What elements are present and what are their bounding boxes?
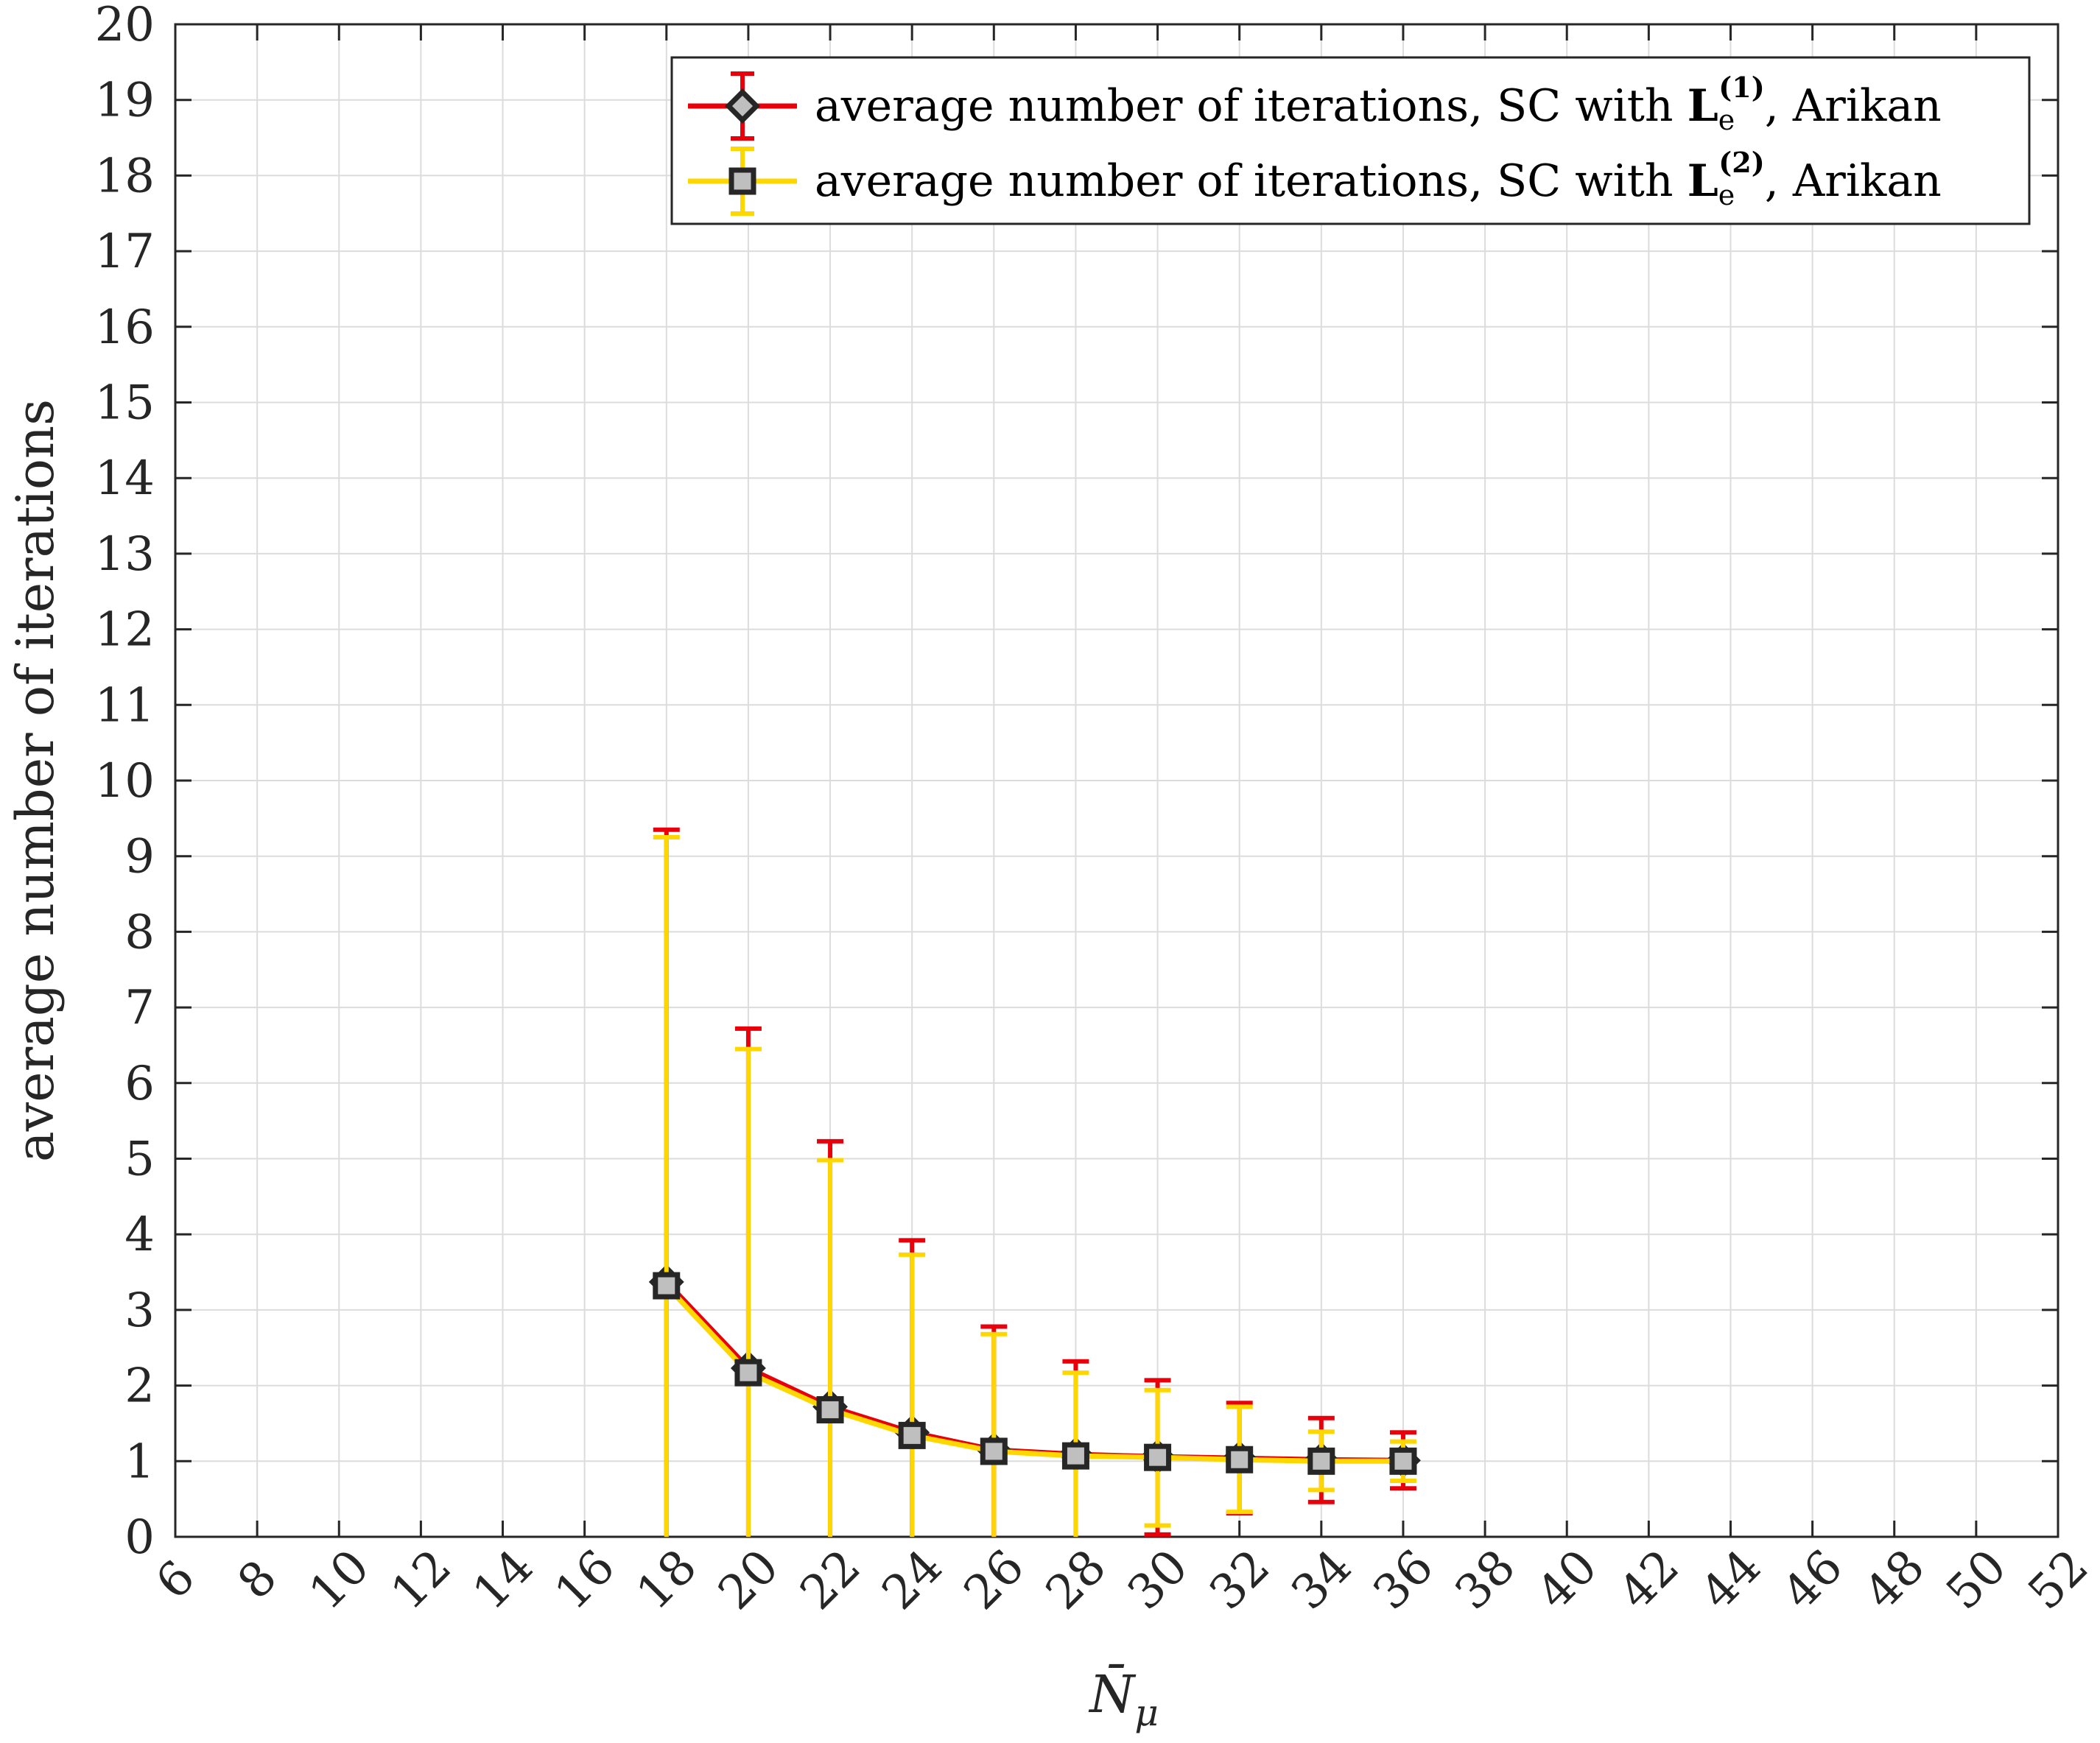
series-2-marker (1389, 1447, 1417, 1475)
y-tick-label: 20 (95, 0, 155, 52)
legend-label-subscript: e (1718, 104, 1735, 136)
series-2-marker (898, 1421, 926, 1449)
legend-label-text: average number of iterations, SC with (815, 155, 1688, 207)
legend-marker (725, 88, 760, 124)
series-2 (653, 835, 1417, 1537)
series-2-marker (1226, 1446, 1254, 1473)
y-tick-label: 4 (124, 1208, 155, 1262)
legend-label-symbol: L (1688, 80, 1718, 132)
legend-label-text: average number of iterations, SC with (815, 80, 1688, 132)
legend-label-suffix: , Arikan (1765, 155, 1942, 207)
legend: average number of iterations, SC with Le… (670, 56, 2031, 225)
y-tick-label: 2 (124, 1359, 155, 1414)
series-2-marker (653, 1272, 681, 1300)
x-axis-label: N̄μ (1088, 1663, 1159, 1734)
series-2-marker (980, 1437, 1008, 1465)
y-tick-label: 12 (95, 603, 155, 658)
legend-item-2: average number of iterations, SC with Le… (688, 146, 1942, 216)
y-tick-label: 8 (124, 905, 155, 959)
grid (175, 24, 2059, 1538)
series-2-marker (734, 1359, 762, 1387)
y-tick-label: 9 (124, 830, 155, 884)
legend-label-subscript: e (1718, 179, 1735, 211)
series-2-marker (1144, 1443, 1172, 1471)
legend-box (670, 56, 2031, 225)
y-tick-label: 1 (124, 1434, 155, 1489)
y-tick-label: 7 (124, 981, 155, 1035)
y-tick-label: 18 (95, 149, 155, 203)
y-tick-label: 15 (95, 376, 155, 431)
series-2-marker (1307, 1447, 1335, 1475)
legend-marker (728, 167, 756, 195)
series-2-marker (1061, 1442, 1089, 1470)
legend-label: average number of iterations, SC with Le… (815, 146, 1942, 211)
y-tick-label: 19 (95, 74, 155, 128)
y-tick-label: 5 (124, 1133, 155, 1187)
y-tick-label: 3 (124, 1284, 155, 1338)
y-tick-label: 14 (95, 451, 155, 506)
y-axis-label: average number of iterations (5, 399, 66, 1162)
legend-label-symbol: L (1688, 155, 1718, 207)
x-axis-label-symbol: N̄ (1088, 1663, 1137, 1725)
x-axis-label-subscript: μ (1134, 1691, 1159, 1734)
y-tick-label: 0 (124, 1510, 155, 1565)
legend-label-superscript: (2) (1718, 146, 1764, 179)
series (648, 827, 1421, 1537)
y-tick-label: 16 (95, 300, 155, 355)
legend-label: average number of iterations, SC with Le… (815, 71, 1942, 136)
series-2-marker (816, 1395, 844, 1423)
y-tick-label: 10 (95, 754, 155, 809)
y-tick-label: 11 (95, 678, 155, 733)
y-tick-label: 17 (95, 225, 155, 279)
legend-label-suffix: , Arikan (1765, 80, 1942, 132)
legend-item-1: average number of iterations, SC with Le… (688, 71, 1942, 141)
y-tick-label: 13 (95, 527, 155, 582)
series-line (664, 1284, 1403, 1464)
y-tick-label: 6 (124, 1057, 155, 1111)
legend-label-superscript: (1) (1718, 71, 1764, 104)
